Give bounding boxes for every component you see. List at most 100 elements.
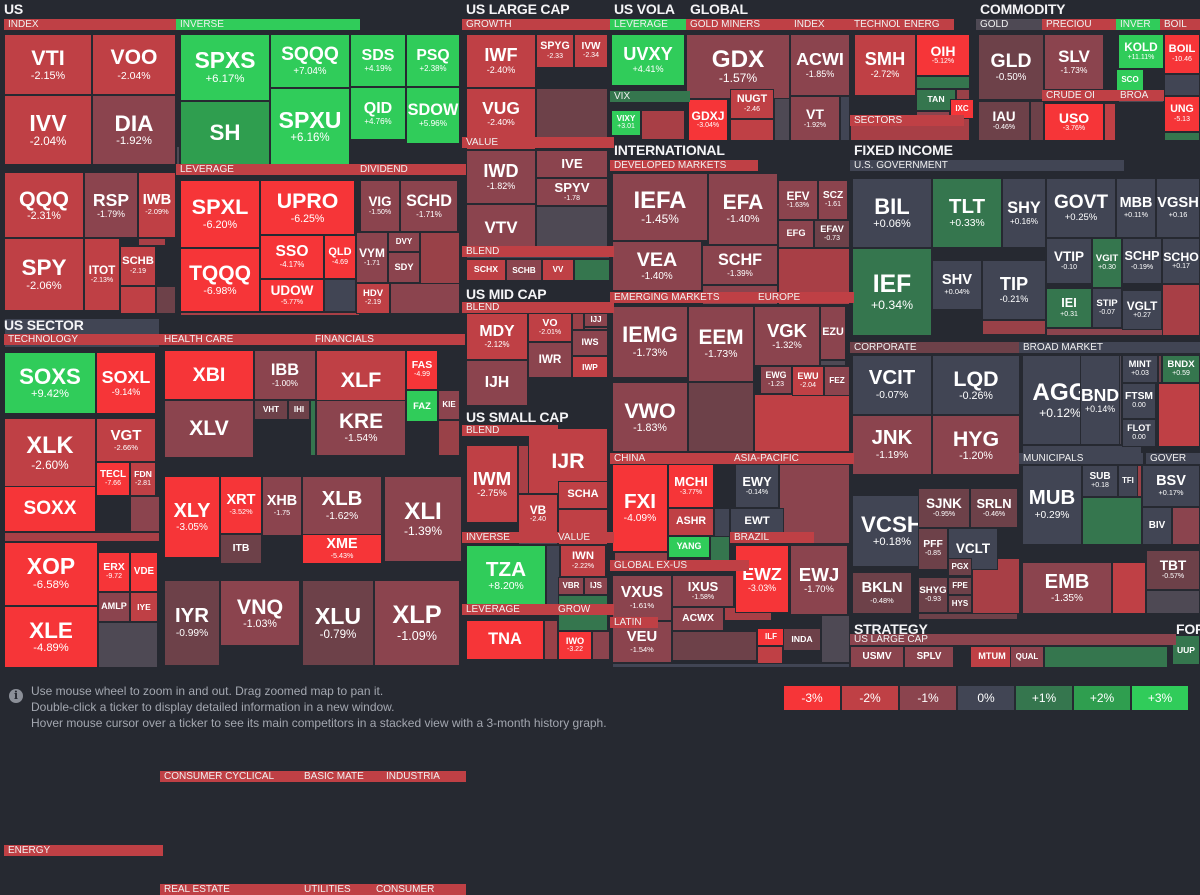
ticker-tile-xrt[interactable]: XRT -3.52% [220, 476, 262, 534]
minor-holding-cell[interactable] [4, 532, 160, 542]
ticker-tile-qual[interactable]: QUAL [1010, 646, 1044, 668]
ticker-tile-bnd[interactable]: BND +0.14% [1080, 355, 1120, 445]
ticker-tile-tbt[interactable]: TBT -0.57% [1146, 550, 1200, 590]
ticker-tile-ewt[interactable]: EWT [730, 508, 784, 536]
ticker-tile-ijj[interactable]: IJJ [584, 313, 608, 327]
ticker-tile-xlk[interactable]: XLK -2.60% [4, 418, 96, 488]
ticker-tile-ezu[interactable]: EZU [820, 306, 846, 360]
minor-holding-cell[interactable] [1158, 355, 1162, 383]
ticker-tile-ivw[interactable]: IVW -2.34 [574, 34, 608, 68]
ticker-tile-scho[interactable]: SCHO +0.17 [1162, 238, 1200, 284]
ticker-tile-boil[interactable]: BOIL -10.46 [1164, 34, 1200, 74]
ticker-tile-hyg[interactable]: HYG -1.20% [932, 415, 1020, 475]
ticker-tile-iws[interactable]: IWS [572, 330, 608, 356]
ticker-tile-ilf[interactable]: ILF [757, 628, 785, 646]
minor-holding-cell[interactable] [1082, 497, 1142, 545]
ticker-tile-bkln[interactable]: BKLN -0.48% [852, 572, 912, 614]
ticker-tile-iwo[interactable]: IWO -3.22 [558, 631, 592, 660]
ticker-tile-dia[interactable]: DIA -1.92% [92, 95, 176, 165]
ticker-tile-yang[interactable]: YANG [668, 536, 710, 558]
minor-holding-cell[interactable] [130, 496, 160, 532]
ticker-tile-vwo[interactable]: VWO -1.83% [612, 382, 688, 452]
ticker-tile-fdn[interactable]: FDN -2.81 [130, 462, 156, 496]
ticker-tile-sso[interactable]: SSO -4.17% [260, 235, 324, 279]
ticker-tile-itot[interactable]: ITOT -2.13% [84, 238, 120, 311]
ticker-tile-veu[interactable]: VEU -1.54% [612, 621, 672, 663]
ticker-tile-xlp[interactable]: XLP -1.09% [374, 580, 460, 666]
ticker-tile-xlv[interactable]: XLV [164, 400, 254, 458]
ticker-tile-qid[interactable]: QID +4.76% [350, 87, 406, 140]
ticker-tile-vnq[interactable]: VNQ -1.03% [220, 580, 300, 646]
ticker-tile-pff[interactable]: PFF -0.85 [918, 528, 948, 570]
ticker-tile-bil[interactable]: BIL +0.06% [852, 178, 932, 248]
ticker-tile-shy[interactable]: SHY +0.16% [1002, 178, 1046, 248]
ticker-tile-vig[interactable]: VIG -1.50% [360, 180, 400, 232]
minor-holding-cell[interactable] [1044, 646, 1168, 668]
ticker-tile-itb[interactable]: ITB [220, 534, 262, 564]
ticker-tile-inda[interactable]: INDA [783, 628, 821, 651]
ticker-tile-schb[interactable]: SCHB [506, 259, 542, 281]
minor-holding-cell[interactable] [120, 286, 156, 314]
ticker-tile-iau[interactable]: IAU -0.46% [978, 101, 1030, 141]
minor-holding-cell[interactable] [180, 312, 360, 316]
ticker-tile-ief[interactable]: IEF +0.34% [852, 248, 932, 336]
ticker-tile-sqqq[interactable]: SQQQ +7.04% [270, 34, 350, 88]
ticker-tile-mub[interactable]: MUB +0.29% [1022, 465, 1082, 545]
minor-holding-cell[interactable] [536, 206, 608, 252]
ticker-tile-tlt[interactable]: TLT +0.33% [932, 178, 1002, 248]
ticker-tile-vtip[interactable]: VTIP -0.10 [1046, 238, 1092, 284]
ticker-tile-spyv[interactable]: SPYV -1.78 [536, 178, 608, 206]
ticker-tile-slv[interactable]: SLV -1.73% [1044, 34, 1104, 90]
minor-holding-cell[interactable] [138, 238, 166, 246]
ticker-tile-vglt[interactable]: VGLT +0.27 [1122, 290, 1162, 330]
ticker-tile-efv[interactable]: EFV -1.63% [778, 180, 818, 220]
ticker-tile-psq[interactable]: PSQ +2.38% [406, 34, 460, 87]
ticker-tile-oih[interactable]: OIH -5.12% [916, 34, 970, 76]
ticker-tile-vgit[interactable]: VGIT +0.30 [1092, 238, 1122, 288]
ticker-tile-govt[interactable]: GOVT +0.25% [1046, 178, 1116, 238]
ticker-tile-gld[interactable]: GLD -0.50% [978, 34, 1044, 100]
ticker-tile-acwi[interactable]: ACWI -1.85% [790, 34, 850, 96]
ticker-tile-ashr[interactable]: ASHR [668, 508, 714, 536]
minor-holding-cell[interactable] [572, 313, 584, 330]
ticker-tile-xle[interactable]: XLE -4.89% [4, 606, 98, 668]
minor-holding-cell[interactable] [536, 88, 608, 138]
ticker-tile-ewj[interactable]: EWJ -1.70% [790, 545, 848, 615]
ticker-tile-tecl[interactable]: TECL -7.66 [96, 462, 130, 496]
ticker-tile-fpe[interactable]: FPE [948, 577, 972, 595]
ticker-tile-faz[interactable]: FAZ [406, 390, 438, 422]
ticker-tile-gdxj[interactable]: GDXJ -3.04% [688, 99, 728, 141]
ticker-tile-agg[interactable]: AGG +0.12% [1022, 355, 1098, 445]
ticker-tile-schf[interactable]: SCHF -1.39% [702, 245, 778, 285]
ticker-tile-spy[interactable]: SPY -2.06% [4, 238, 84, 311]
minor-holding-cell[interactable] [1146, 590, 1200, 614]
ticker-tile-sjnk[interactable]: SJNK -0.95% [918, 488, 970, 528]
ticker-tile-tqqq[interactable]: TQQQ -6.98% [180, 248, 260, 312]
ticker-tile-shyg[interactable]: SHYG -0.93 [918, 577, 948, 613]
ticker-tile-uup[interactable]: UUP [1172, 635, 1200, 665]
ticker-tile-vxus[interactable]: VXUS -1.61% [612, 575, 672, 621]
ticker-tile-iyr[interactable]: IYR -0.99% [164, 580, 220, 666]
ticker-tile-mtum[interactable]: MTUM [970, 646, 1014, 668]
minor-holding-cell[interactable] [728, 99, 730, 141]
ticker-tile-bsv[interactable]: BSV +0.17% [1142, 465, 1200, 507]
minor-holding-cell[interactable] [390, 283, 460, 314]
ticker-tile-flot[interactable]: FLOT 0.00 [1122, 419, 1156, 447]
minor-holding-cell[interactable] [438, 420, 460, 456]
ticker-tile-iwf[interactable]: IWF -2.40% [466, 34, 536, 88]
ticker-tile-vgt[interactable]: VGT -2.66% [96, 418, 156, 462]
ticker-tile-sdy[interactable]: SDY [388, 252, 420, 283]
ticker-tile-schb[interactable]: SCHB -2.19 [120, 246, 156, 286]
ticker-tile-qld[interactable]: QLD -4.69 [324, 235, 356, 279]
ticker-tile-rsp[interactable]: RSP -1.79% [84, 172, 138, 238]
ticker-tile-vo[interactable]: VO -2.01% [528, 313, 572, 342]
minor-holding-cell[interactable] [1030, 101, 1044, 141]
ticker-tile-xlu[interactable]: XLU -0.79% [302, 580, 374, 666]
ticker-tile-ixus[interactable]: IXUS -1.58% [672, 575, 734, 607]
ticker-tile-kie[interactable]: KIE [438, 390, 460, 420]
ticker-tile-tna[interactable]: TNA [466, 620, 544, 660]
ticker-tile-iwp[interactable]: IWP [572, 356, 608, 378]
ticker-tile-vv[interactable]: VV [542, 259, 574, 281]
ticker-tile-sco[interactable]: SCO [1116, 69, 1144, 91]
ticker-tile-splv[interactable]: SPLV [904, 646, 954, 668]
